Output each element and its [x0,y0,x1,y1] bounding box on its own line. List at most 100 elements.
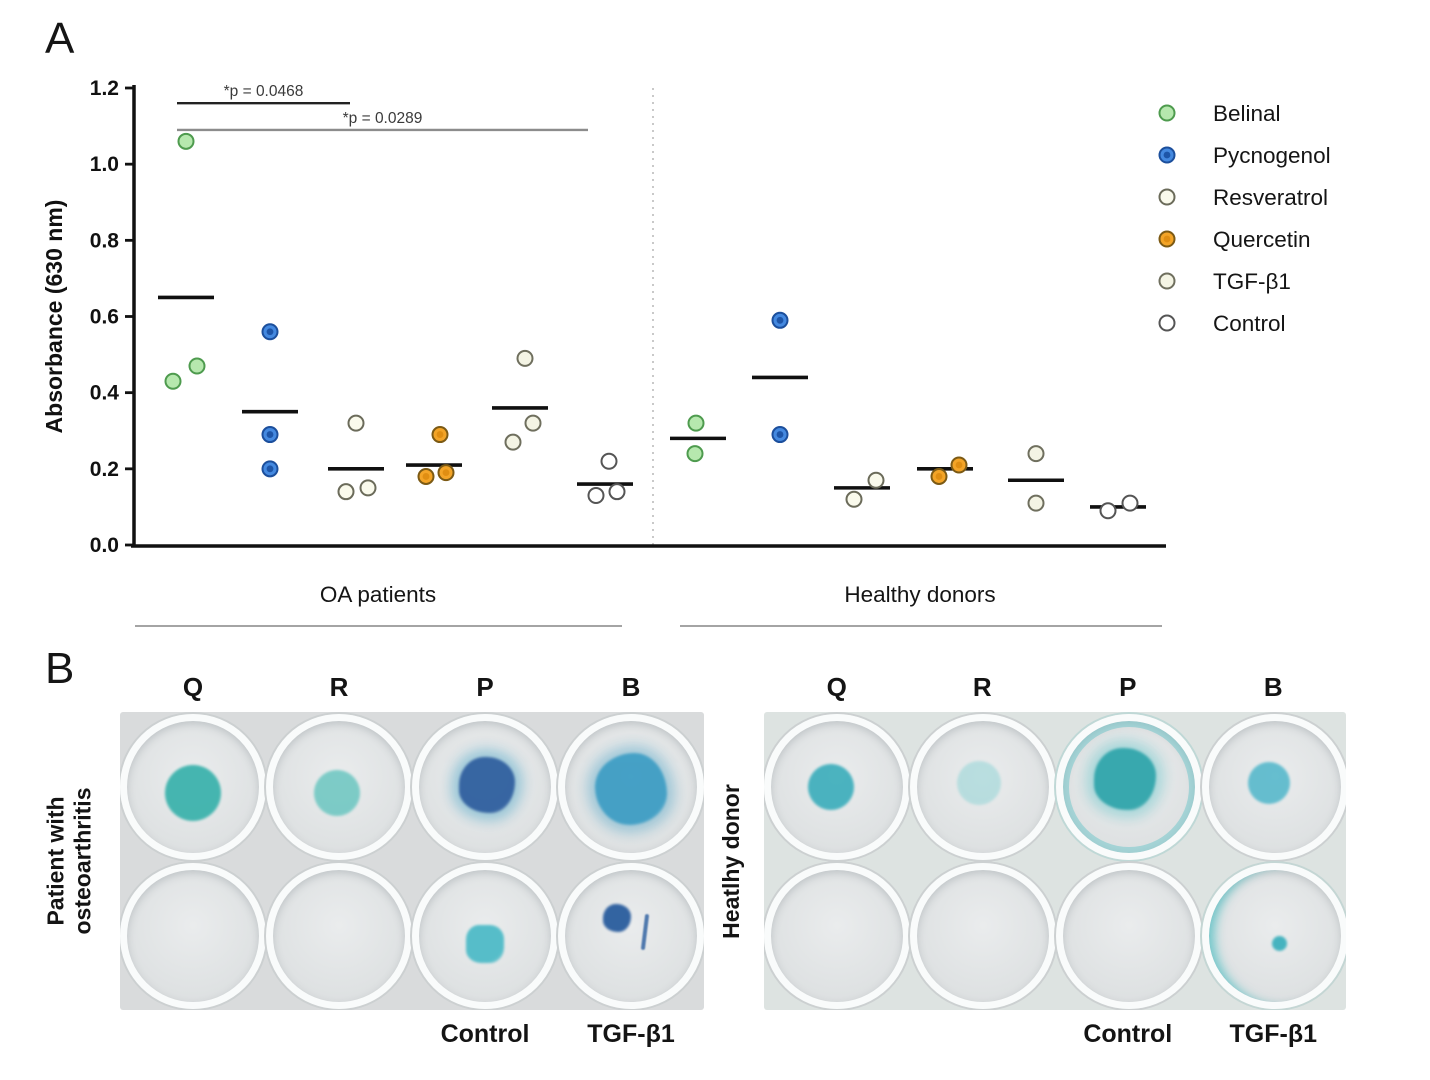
data-point-core [266,328,274,336]
panel-a-label: A [45,14,75,63]
y-axis-title: Absorbance (630 nm) [41,200,67,434]
legend-label: Control [1213,311,1286,336]
data-point-core [442,469,450,477]
well-cell [266,861,412,1010]
well-cell [412,712,558,861]
data-point [686,445,704,463]
stain-blob [808,763,854,810]
column-label-r: R [972,672,992,702]
data-point [600,452,618,470]
y-tick-label: 0.4 [90,382,120,405]
legend-label: Quercetin [1213,227,1311,252]
plate-healthy-column-labels: Q R P B [764,672,1346,704]
data-point-core [955,461,963,469]
column-label-r: R [329,672,349,702]
culture-well [764,862,910,1009]
y-tick-label: 1.2 [90,77,119,100]
plate-healthy-bottom-labels: Control TGF-β1 [764,1020,1346,1056]
well-cell [910,861,1056,1010]
culture-well [412,862,558,1009]
data-point [608,483,626,501]
data-point [347,414,365,432]
data-point [1099,502,1117,520]
section-label: OA patients [320,582,436,607]
stain-blob [957,760,1001,805]
well-cell [120,712,266,861]
plate-oa-side-label: Patient with osteoarthritis [30,712,108,1010]
data-point [188,357,206,375]
y-tick-label: 0.2 [90,458,119,481]
stain-blob [595,752,667,825]
legend-label: Pycnogenol [1213,143,1331,168]
culture-well [1202,862,1346,1009]
data-point [1027,494,1045,512]
section-label: Healthy donors [844,582,995,607]
well-grid [120,712,704,1010]
legend-marker-control [1158,314,1176,332]
column-label-b: B [1263,672,1283,702]
control-label: Control [440,1020,530,1048]
legend-marker-tgf-1 [1158,272,1176,290]
legend-marker-resveratrol [1158,188,1176,206]
legend-marker-belinal [1158,104,1176,122]
well-grid [764,712,1346,1010]
data-point-core [436,431,444,438]
data-point [164,372,182,390]
well-cell [910,712,1056,861]
absorbance-scatter-chart: 0.0 0.2 0.4 0.6 0.8 1.0 1.2 Absorbance (630 nm)… [41,77,1331,627]
data-point [177,132,195,150]
culture-well [266,713,412,860]
culture-well [910,713,1056,860]
data-point [524,414,542,432]
data-point [516,349,534,367]
significance-label: *p = 0.0289 [343,110,423,127]
column-label-q: Q [826,672,847,702]
column-label-q: Q [182,672,204,702]
plate-oa-column-labels: Q R P B [120,672,704,704]
culture-well [120,862,266,1009]
culture-well [1056,713,1202,860]
legend-label: Belinal [1213,101,1281,126]
data-point [1027,445,1045,463]
y-tick-label: 0.8 [90,229,120,252]
well-cell [558,712,704,861]
well-cell [120,861,266,1010]
data-point [587,486,605,504]
culture-well [558,713,704,860]
legend-label: Resveratrol [1213,185,1328,210]
culture-well [1056,862,1202,1009]
legend-marker-core [1163,235,1171,243]
panel-b-label: B [45,644,75,693]
data-point-core [776,431,784,438]
well-cell [1056,712,1202,861]
tgf-b1-label: TGF-β1 [587,1020,675,1048]
tgf-b1-label: TGF-β1 [1229,1020,1317,1048]
well-cell [1202,712,1346,861]
healthy-donor-row-label: Heatlhy donor [717,783,744,939]
stain-blob [314,769,360,816]
data-point [1121,494,1139,512]
well-cell [412,861,558,1010]
data-point-core [266,465,274,473]
well-cell [266,712,412,861]
well-cell [1202,861,1346,1010]
well-cell [1056,861,1202,1010]
column-label-p: P [476,672,494,702]
stain-blob [1271,936,1287,951]
data-point [504,433,522,451]
oa-patient-row-label: Patient with osteoarthritis [42,787,96,935]
stain-blob [165,764,221,821]
stain-blob [466,924,504,963]
legend-marker-core [1163,151,1171,159]
data-point-core [422,473,430,480]
stain-streak [640,913,650,950]
data-point [845,490,863,508]
culture-well [266,862,412,1009]
culture-well [764,713,910,860]
culture-well [558,862,704,1009]
well-cell [764,861,910,1010]
y-tick-label: 0.6 [90,306,119,329]
y-tick-label: 1.0 [90,153,119,176]
data-point [867,471,885,489]
culture-well [120,713,266,860]
